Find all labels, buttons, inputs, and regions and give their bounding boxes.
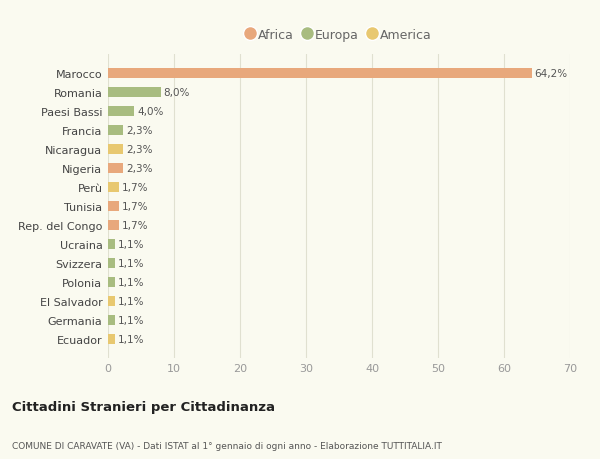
Bar — [108, 182, 119, 193]
Text: 2,3%: 2,3% — [126, 145, 152, 155]
Text: 1,1%: 1,1% — [118, 296, 145, 306]
Text: 1,7%: 1,7% — [122, 183, 148, 193]
Bar — [108, 296, 115, 307]
Bar — [108, 277, 115, 287]
Bar — [108, 220, 119, 231]
Bar — [108, 202, 119, 212]
Text: 1,1%: 1,1% — [118, 277, 145, 287]
Text: 4,0%: 4,0% — [137, 107, 163, 117]
Text: 64,2%: 64,2% — [535, 69, 568, 79]
Bar — [108, 88, 161, 98]
Text: 1,7%: 1,7% — [122, 220, 148, 230]
Bar — [108, 334, 115, 344]
Text: COMUNE DI CARAVATE (VA) - Dati ISTAT al 1° gennaio di ogni anno - Elaborazione T: COMUNE DI CARAVATE (VA) - Dati ISTAT al … — [12, 441, 442, 450]
Text: 1,1%: 1,1% — [118, 315, 145, 325]
Text: Cittadini Stranieri per Cittadinanza: Cittadini Stranieri per Cittadinanza — [12, 400, 275, 413]
Text: 2,3%: 2,3% — [126, 126, 152, 136]
Bar — [108, 69, 532, 79]
Text: 1,1%: 1,1% — [118, 258, 145, 269]
Bar — [108, 163, 123, 174]
Text: 8,0%: 8,0% — [163, 88, 190, 98]
Text: 1,1%: 1,1% — [118, 334, 145, 344]
Legend: Africa, Europa, America: Africa, Europa, America — [242, 25, 436, 45]
Bar — [108, 126, 123, 136]
Text: 2,3%: 2,3% — [126, 164, 152, 174]
Bar — [108, 106, 134, 117]
Bar — [108, 315, 115, 325]
Text: 1,1%: 1,1% — [118, 240, 145, 249]
Bar — [108, 258, 115, 269]
Text: 1,7%: 1,7% — [122, 202, 148, 212]
Bar — [108, 145, 123, 155]
Bar — [108, 239, 115, 250]
